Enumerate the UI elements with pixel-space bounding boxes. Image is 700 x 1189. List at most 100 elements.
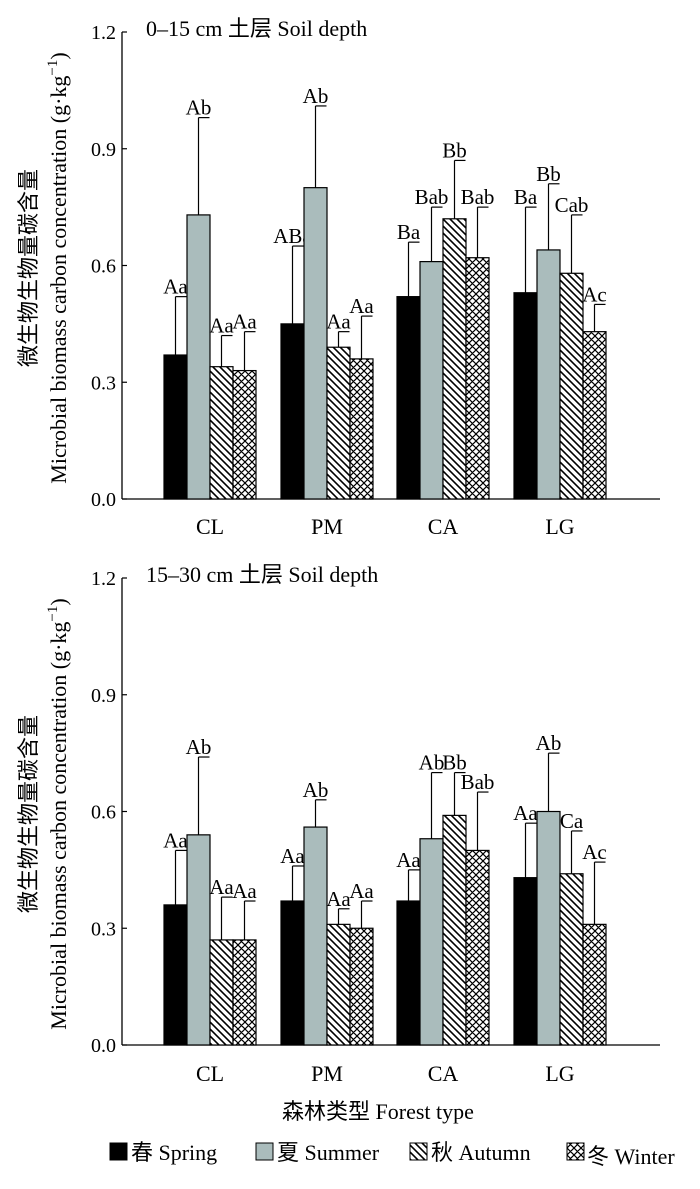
y-axis-label-close: ): [46, 598, 71, 605]
significance-label: Bb: [536, 162, 561, 186]
bar-summer-cl: [186, 214, 211, 500]
bar-spring-ca: [396, 296, 421, 500]
bar-spring-ca: [396, 900, 421, 1046]
category-label: LG: [545, 514, 574, 539]
significance-label: Aa: [280, 844, 305, 868]
significance-label: Aa: [349, 879, 374, 903]
y-axis-label-cn: 微生物生物量碳含量: [16, 169, 41, 367]
y-tick-label: 1.2: [91, 568, 116, 590]
legend-item-summer: 夏 Summer: [255, 1140, 380, 1165]
significance-label: Ab: [303, 84, 329, 108]
panel-title: 0–15 cm 土层 Soil depth: [146, 16, 367, 41]
bar-spring-cl: [163, 354, 188, 500]
bar-spring-pm: [280, 323, 305, 500]
significance-label: Aa: [209, 875, 234, 899]
bar-autumn-cl: [209, 939, 234, 1046]
y-tick-label: 0.6: [91, 256, 116, 278]
bar-summer-pm: [303, 826, 328, 1046]
significance-label: Ab: [536, 731, 562, 755]
bar-summer-lg: [536, 249, 561, 500]
bottom-panel: 15–30 cm 土层 Soil depth 微生物生物量碳含量 Microbi…: [16, 562, 660, 1124]
legend-label-winter: 冬 Winter: [587, 1144, 675, 1169]
y-axis-label-cn: 微生物生物量碳含量: [16, 715, 41, 913]
category-label: CL: [196, 514, 224, 539]
significance-label: Ab: [186, 735, 212, 759]
y-axis-label-en: Microbial biomass carbon concentration (…: [45, 598, 71, 1029]
category-label: CA: [428, 514, 459, 539]
y-tick-label: 0.6: [91, 802, 116, 824]
bar-spring-cl: [163, 904, 188, 1046]
significance-label: Aa: [513, 801, 538, 825]
category-label: PM: [311, 514, 343, 539]
legend-label-summer: 夏 Summer: [277, 1140, 380, 1165]
panel-title: 15–30 cm 土层 Soil depth: [146, 562, 378, 587]
bar-summer-pm: [303, 187, 328, 500]
y-tick-label: 0.3: [91, 372, 116, 394]
significance-label: Aa: [163, 275, 188, 299]
y-tick-label: 1.2: [91, 22, 116, 44]
significance-label: Aa: [396, 848, 421, 872]
significance-label: Aa: [232, 879, 257, 903]
legend-item-winter: 冬 Winter: [566, 1142, 675, 1169]
significance-label: Ac: [582, 282, 607, 306]
plot-area: 0.00.30.60.91.2CL PM CA LGAaAbAaAaAaAbAaAaA…: [91, 568, 660, 1086]
y-tick-label: 0.3: [91, 918, 116, 940]
bar-winter-lg: [582, 331, 607, 500]
significance-label: Bab: [461, 770, 495, 794]
significance-label: Cab: [555, 193, 589, 217]
significance-label: Ac: [582, 840, 607, 864]
category-label: LG: [545, 1061, 574, 1086]
significance-label: Ab: [186, 96, 212, 120]
significance-label: Bab: [415, 185, 449, 209]
bar-winter-pm: [349, 927, 374, 1046]
bar-winter-pm: [349, 358, 374, 500]
y-axis-label-en-main: Microbial biomass carbon concentration (…: [46, 76, 71, 484]
category-label: CL: [196, 1061, 224, 1086]
bar-autumn-ca: [442, 218, 467, 500]
significance-label: Aa: [349, 294, 374, 318]
y-tick-label: 0.9: [91, 139, 116, 161]
bar-summer-ca: [419, 261, 444, 500]
bar-autumn-pm: [326, 346, 351, 500]
category-label: CA: [428, 1061, 459, 1086]
significance-label: Ba: [514, 185, 538, 209]
y-tick-label: 0.0: [91, 1035, 116, 1057]
bar-spring-pm: [280, 900, 305, 1046]
legend-label-spring: 春 Spring: [131, 1140, 217, 1165]
bar-winter-lg: [582, 923, 607, 1046]
top-panel: 0–15 cm 土层 Soil depth 微生物生物量碳含量 Microbia…: [16, 16, 660, 539]
bar-spring-lg: [513, 292, 538, 500]
significance-label: Aa: [209, 314, 234, 338]
y-tick-label: 0.0: [91, 489, 116, 511]
significance-label: Aa: [326, 310, 351, 334]
plot-area: 0.00.30.60.91.2CL PM CA LGAaAbAaAaABaAbAaAa…: [91, 22, 660, 539]
significance-label: Aa: [163, 828, 188, 852]
bar-autumn-cl: [209, 366, 234, 500]
legend-swatch-winter: [566, 1142, 585, 1161]
legend: 春 Spring 夏 Summer 秋 Autumn 冬 Winter: [109, 1140, 675, 1169]
x-axis-label: 森林类型 Forest type: [282, 1099, 474, 1124]
bar-summer-cl: [186, 834, 211, 1046]
legend-item-autumn: 秋 Autumn: [409, 1140, 531, 1165]
category-label: PM: [311, 1061, 343, 1086]
bar-winter-cl: [232, 369, 257, 500]
significance-label: Aa: [232, 310, 257, 334]
y-tick-label: 0.9: [91, 685, 116, 707]
y-axis-label-en: Microbial biomass carbon concentration (…: [45, 52, 71, 483]
y-axis-label-sup: −1: [45, 60, 61, 76]
significance-label: Bb: [442, 751, 467, 775]
significance-label: Ca: [560, 809, 584, 833]
y-axis-label-en-main: Microbial biomass carbon concentration (…: [46, 622, 71, 1030]
legend-label-autumn: 秋 Autumn: [431, 1140, 531, 1165]
significance-label: Bab: [461, 185, 495, 209]
y-axis-label-sup: −1: [45, 606, 61, 622]
bar-spring-lg: [513, 877, 538, 1046]
bar-autumn-lg: [559, 873, 584, 1046]
significance-label: Ab: [303, 778, 329, 802]
bar-autumn-ca: [442, 814, 467, 1046]
bar-summer-ca: [419, 838, 444, 1046]
legend-swatch-spring: [109, 1142, 128, 1161]
legend-item-spring: 春 Spring: [109, 1140, 217, 1165]
legend-swatch-summer: [255, 1142, 274, 1161]
